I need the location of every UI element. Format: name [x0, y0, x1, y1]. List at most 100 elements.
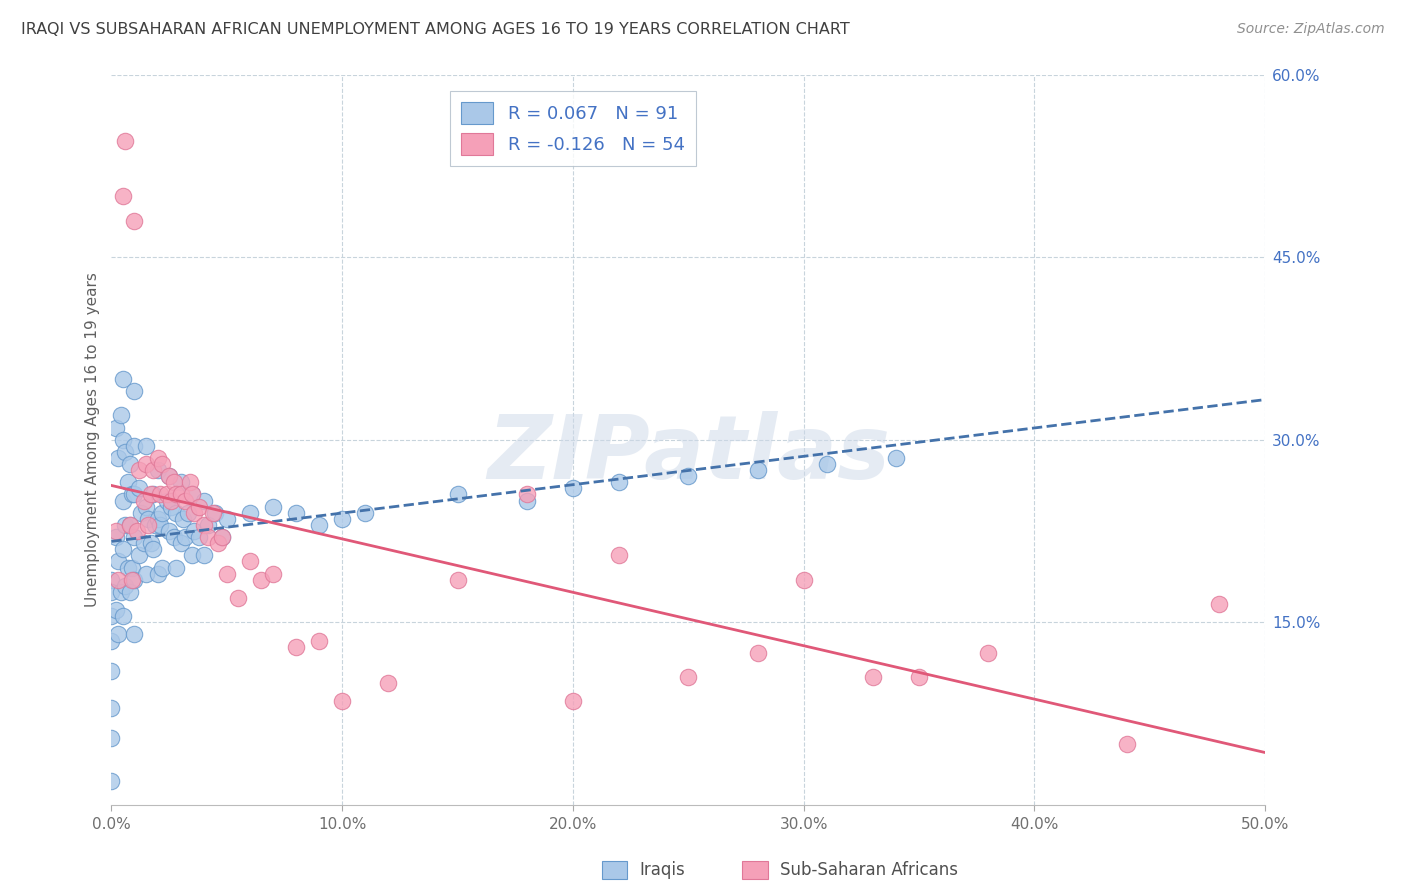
Point — [562, 694, 585, 708]
Point — [747, 646, 769, 660]
Point — [118, 457, 141, 471]
Point — [183, 524, 205, 538]
Point — [124, 573, 146, 587]
Text: IRAQI VS SUBSAHARAN AFRICAN UNEMPLOYMENT AMONG AGES 16 TO 19 YEARS CORRELATION C: IRAQI VS SUBSAHARAN AFRICAN UNEMPLOYMENT… — [21, 22, 849, 37]
Point — [100, 585, 122, 599]
Point — [132, 493, 155, 508]
Point — [135, 457, 157, 471]
Point — [201, 506, 224, 520]
Point — [446, 487, 468, 501]
Point — [793, 573, 815, 587]
Point — [1208, 597, 1230, 611]
Point — [125, 524, 148, 538]
Point — [100, 664, 122, 678]
Point — [139, 536, 162, 550]
Point — [197, 517, 219, 532]
Point — [516, 487, 538, 501]
Point — [146, 463, 169, 477]
Point — [169, 475, 191, 490]
Point — [193, 517, 215, 532]
Point — [100, 773, 122, 788]
Point — [165, 506, 187, 520]
Point — [105, 524, 128, 538]
Point — [156, 493, 179, 508]
Point — [124, 487, 146, 501]
Point — [172, 512, 194, 526]
Point — [285, 640, 308, 654]
Point — [562, 482, 585, 496]
Point — [174, 493, 197, 508]
Point — [250, 573, 273, 587]
Point — [107, 627, 129, 641]
Point — [330, 694, 353, 708]
Point — [124, 530, 146, 544]
Point — [163, 530, 186, 544]
Point — [124, 213, 146, 227]
Point — [239, 506, 262, 520]
Point — [105, 530, 128, 544]
Point — [215, 512, 238, 526]
Point — [163, 475, 186, 490]
Point — [262, 500, 284, 514]
Point — [354, 506, 377, 520]
Point — [118, 517, 141, 532]
Point — [181, 487, 204, 501]
Point — [100, 731, 122, 745]
Point — [157, 524, 180, 538]
Point — [157, 469, 180, 483]
Point — [114, 579, 136, 593]
Point — [100, 573, 122, 587]
Point — [100, 700, 122, 714]
Point — [228, 591, 250, 605]
Point — [110, 585, 132, 599]
Point — [111, 189, 134, 203]
Point — [135, 500, 157, 514]
Point — [149, 487, 172, 501]
Point — [239, 554, 262, 568]
Point — [111, 609, 134, 624]
Point — [138, 512, 160, 526]
Text: Iraqis: Iraqis — [640, 861, 686, 879]
Point — [285, 506, 308, 520]
Point — [183, 506, 205, 520]
Point — [107, 554, 129, 568]
Point — [111, 493, 134, 508]
Point — [111, 433, 134, 447]
Point — [181, 487, 204, 501]
Point — [117, 475, 139, 490]
Point — [197, 530, 219, 544]
Point — [193, 549, 215, 563]
Point — [207, 536, 229, 550]
Point — [193, 493, 215, 508]
Point — [117, 560, 139, 574]
Point — [150, 457, 173, 471]
Point — [128, 463, 150, 477]
Point — [132, 536, 155, 550]
Point — [446, 573, 468, 587]
Text: Source: ZipAtlas.com: Source: ZipAtlas.com — [1237, 22, 1385, 37]
Point — [188, 530, 211, 544]
Point — [179, 475, 201, 490]
Point — [143, 517, 166, 532]
Point — [142, 542, 165, 557]
Point — [139, 487, 162, 501]
Point — [181, 549, 204, 563]
Point — [884, 450, 907, 465]
Point — [165, 560, 187, 574]
Point — [908, 670, 931, 684]
Point — [121, 573, 143, 587]
Point — [114, 445, 136, 459]
Text: Sub-Saharan Africans: Sub-Saharan Africans — [780, 861, 959, 879]
Point — [204, 506, 226, 520]
Point — [330, 512, 353, 526]
Text: ZIPatlas: ZIPatlas — [486, 411, 890, 498]
Point — [377, 676, 399, 690]
Point — [146, 450, 169, 465]
Point — [747, 463, 769, 477]
Point — [678, 670, 700, 684]
Point — [128, 482, 150, 496]
Point — [188, 500, 211, 514]
Point — [114, 517, 136, 532]
Point — [815, 457, 838, 471]
Point — [262, 566, 284, 581]
